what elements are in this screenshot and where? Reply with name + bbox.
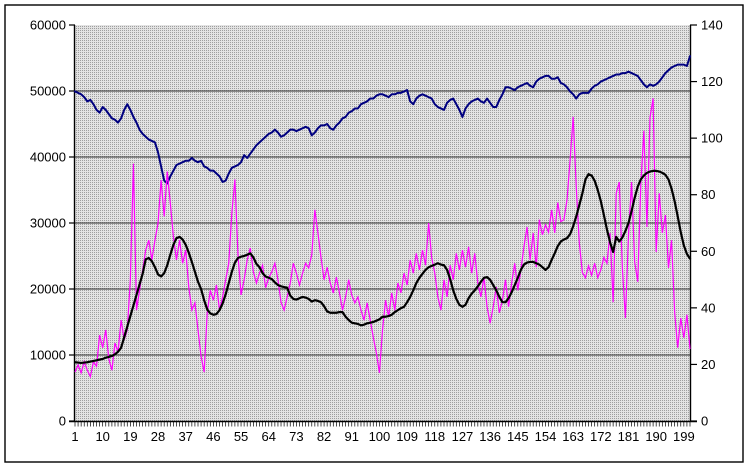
x-tick-label: 73 (289, 429, 303, 444)
y-left-tick-label: 30000 (30, 216, 66, 231)
y-right-tick-label: 40 (701, 300, 715, 315)
x-tick-label: 136 (479, 429, 501, 444)
y-right-tick-label: 80 (701, 187, 715, 202)
x-tick-label: 145 (507, 429, 529, 444)
x-tick-label: 19 (123, 429, 137, 444)
y-right-tick-label: 20 (701, 357, 715, 372)
y-right-tick-label: 100 (701, 131, 723, 146)
series-blue-line (74, 55, 691, 185)
y-left-tick-label: 10000 (30, 348, 66, 363)
y-right-tick-label: 60 (701, 244, 715, 259)
series-magenta-line (74, 98, 691, 379)
x-tick-label: 55 (234, 429, 248, 444)
x-tick-label: 199 (673, 429, 695, 444)
y-left-tick-label: 40000 (30, 150, 66, 165)
y-left-tick-label: 20000 (30, 282, 66, 297)
x-tick-label: 118 (424, 429, 445, 444)
x-tick-label: 28 (151, 429, 165, 444)
x-tick-label: 109 (396, 429, 418, 444)
axis-labels: 0 10000 20000 30000 40000 50000 60000 0 20 40 60 80… (30, 18, 723, 445)
y-right-tick-label: 120 (701, 74, 723, 89)
x-tick-label: 181 (618, 429, 640, 444)
x-tick-label: 10 (95, 429, 109, 444)
y-right-tick-label: 140 (701, 18, 723, 33)
x-tick-label: 64 (261, 429, 275, 444)
x-tick-label: 1 (71, 429, 78, 444)
x-tick-label: 37 (178, 429, 192, 444)
y-left-tick-label: 0 (59, 414, 66, 429)
x-tick-label: 82 (317, 429, 331, 444)
x-tick-label: 46 (206, 429, 220, 444)
y-right-tick-label: 0 (701, 414, 708, 429)
x-tick-label: 154 (535, 429, 557, 444)
y-left-tick-label: 50000 (30, 84, 66, 99)
series-black-line (73, 169, 692, 365)
gridlines (75, 90, 690, 356)
x-tick-label: 163 (562, 429, 584, 444)
x-tick-label: 172 (590, 429, 612, 444)
x-tick-label: 100 (369, 429, 391, 444)
y-left-tick-label: 60000 (30, 18, 66, 33)
x-tick-label: 127 (452, 429, 474, 444)
x-tick-label: 91 (345, 429, 359, 444)
axis-ticks (69, 24, 697, 427)
x-tick-label: 190 (645, 429, 667, 444)
